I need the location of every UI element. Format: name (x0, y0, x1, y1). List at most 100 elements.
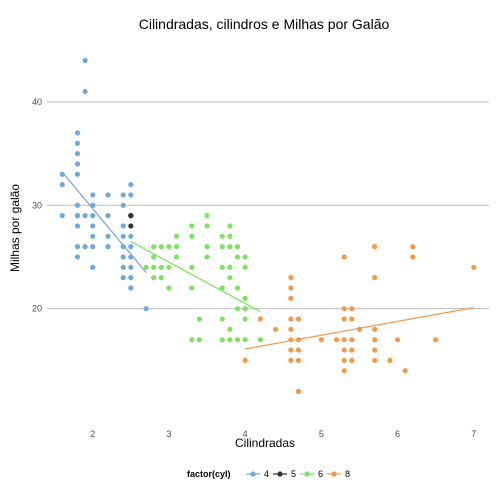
data-point-cyl-8 (288, 295, 294, 301)
data-point-cyl-8 (471, 264, 477, 270)
data-point-cyl-6 (196, 337, 203, 343)
data-point-cyl-4 (90, 244, 96, 250)
data-point-cyl-8 (356, 326, 363, 332)
data-point-cyl-6 (151, 275, 157, 281)
legend-label: 8 (345, 469, 350, 479)
data-point-cyl-6 (151, 264, 157, 270)
legend: factor(cyl) 4 5 6 8 (187, 469, 350, 479)
data-point-cyl-8 (318, 337, 324, 343)
data-point-cyl-6 (151, 244, 157, 250)
data-point-cyl-4 (128, 275, 134, 281)
data-point-cyl-6 (204, 213, 210, 219)
data-point-cyl-6 (242, 316, 248, 322)
legend-title: factor(cyl) (187, 469, 231, 479)
data-point-cyl-6 (143, 264, 149, 270)
data-point-cyl-6 (189, 337, 195, 343)
legend-key-point (277, 471, 283, 477)
data-point-cyl-4 (120, 233, 126, 239)
data-point-cyl-6 (219, 285, 225, 291)
data-point-cyl-4 (59, 171, 65, 177)
data-point-cyl-4 (82, 57, 88, 64)
data-point-cyl-6 (227, 223, 233, 229)
data-point-cyl-6 (242, 337, 248, 343)
fit-line-cyl-6 (130, 240, 261, 313)
data-point-cyl-6 (166, 244, 172, 250)
data-point-cyl-8 (387, 357, 393, 363)
y-axis-label: Milhas por galão (8, 184, 22, 272)
data-point-cyl-6 (158, 244, 164, 250)
data-point-cyl-4 (59, 181, 65, 188)
legend-key-point (304, 471, 310, 477)
data-point-cyl-6 (189, 233, 195, 239)
y-tick-label: 20 (32, 304, 42, 314)
data-point-cyl-6 (234, 244, 241, 250)
data-point-cyl-8 (295, 357, 302, 363)
data-point-cyl-8 (295, 316, 302, 322)
data-point-cyl-4 (74, 171, 81, 177)
data-point-cyl-6 (227, 264, 233, 270)
data-point-cyl-8 (372, 347, 378, 353)
data-point-cyl-8 (288, 285, 294, 291)
data-point-cyl-6 (234, 306, 241, 312)
data-point-cyl-8 (242, 357, 248, 363)
data-point-cyl-6 (234, 337, 241, 343)
data-point-cyl-6 (196, 316, 203, 322)
data-point-cyl-8 (257, 316, 263, 322)
data-point-cyl-4 (120, 244, 126, 250)
data-point-cyl-4 (90, 264, 96, 270)
data-point-cyl-8 (372, 337, 378, 343)
data-point-cyl-4 (128, 285, 134, 291)
data-point-cyl-4 (74, 140, 81, 146)
data-point-cyl-8 (273, 326, 279, 332)
x-tick-label: 4 (243, 429, 248, 439)
data-point-cyl-4 (128, 233, 134, 239)
x-tick-labels: 2 3 4 5 6 7 (90, 429, 476, 439)
x-tick-label: 3 (166, 429, 171, 439)
data-point-cyl-5 (128, 223, 134, 229)
legend-label: 6 (318, 469, 323, 479)
grid-lines (47, 101, 489, 310)
data-point-cyl-4 (74, 254, 81, 260)
data-point-cyl-6 (189, 264, 195, 270)
data-point-cyl-8 (349, 347, 355, 353)
data-point-cyl-6 (227, 326, 233, 332)
data-point-cyl-8 (341, 357, 347, 363)
data-point-cyl-8 (372, 326, 378, 332)
data-point-cyl-4 (82, 244, 88, 250)
data-point-cyl-8 (288, 337, 294, 343)
data-point-cyl-4 (143, 306, 149, 312)
data-point-cyl-6 (189, 223, 195, 229)
data-point-cyl-6 (166, 264, 172, 270)
data-point-cyl-4 (74, 161, 81, 167)
data-point-cyl-8 (295, 337, 302, 343)
legend-item-8: 8 (327, 469, 350, 479)
data-point-cyl-4 (120, 275, 126, 281)
data-point-cyl-8 (288, 326, 294, 332)
data-point-cyl-4 (120, 223, 126, 229)
data-point-cyl-4 (90, 233, 96, 239)
x-tick-label: 5 (319, 429, 324, 439)
data-point-cyl-6 (227, 233, 233, 239)
legend-item-4: 4 (246, 469, 269, 479)
x-tick-label: 2 (90, 429, 95, 439)
data-point-cyl-8 (402, 368, 408, 374)
data-point-cyl-6 (204, 223, 210, 229)
data-point-cyl-4 (90, 202, 96, 208)
data-point-cyl-8 (341, 316, 347, 322)
data-point-cyl-4 (74, 150, 81, 157)
data-point-cyl-6 (219, 264, 225, 270)
data-point-cyl-4 (74, 130, 81, 136)
fit-lines (61, 171, 474, 350)
data-point-cyl-4 (120, 202, 126, 208)
data-point-cyl-8 (333, 337, 340, 343)
data-point-cyl-4 (105, 213, 111, 219)
data-point-cyl-8 (341, 254, 347, 260)
legend-items: 4 5 6 8 (246, 469, 350, 479)
data-point-cyl-4 (120, 254, 126, 260)
data-point-cyl-4 (105, 244, 111, 250)
data-point-cyl-4 (74, 213, 81, 219)
data-point-cyl-6 (257, 337, 263, 343)
data-point-cyl-8 (349, 357, 355, 363)
data-point-cyl-8 (288, 275, 294, 281)
